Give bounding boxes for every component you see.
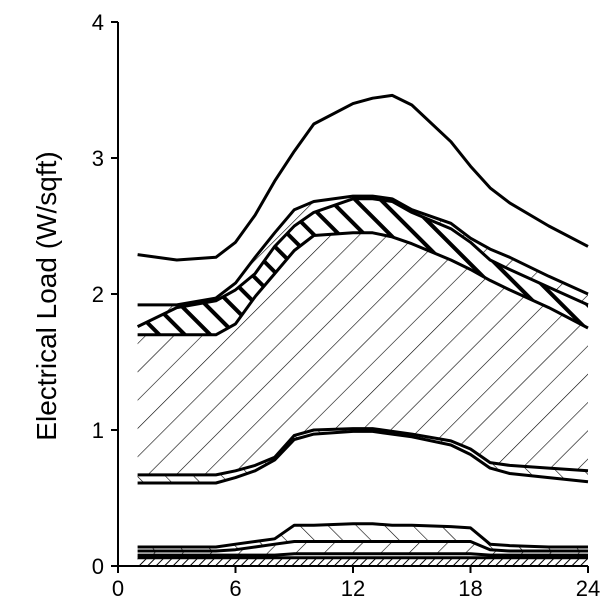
boundary-line-6 bbox=[137, 231, 589, 337]
axes bbox=[111, 21, 589, 573]
x-tick-label-6: 6 bbox=[229, 576, 241, 601]
y-axis-title: Electrical Load (W/sqft) bbox=[31, 151, 62, 440]
boundary-line-4 bbox=[137, 429, 589, 485]
area-band-7 bbox=[137, 198, 588, 335]
area-band-0 bbox=[137, 557, 588, 566]
x-tick-label-0: 0 bbox=[112, 576, 124, 601]
y-tick-label-1: 1 bbox=[92, 418, 104, 443]
boundary-line-1 bbox=[137, 552, 588, 557]
x-tick-label-18: 18 bbox=[458, 576, 482, 601]
area-band-4 bbox=[137, 431, 588, 547]
boundary-line-8 bbox=[137, 194, 589, 307]
boundary-line-5 bbox=[137, 427, 589, 477]
boundary-lines bbox=[136, 93, 589, 560]
y-tick-label-0: 0 bbox=[92, 554, 104, 579]
area-band-8 bbox=[137, 196, 588, 327]
area-band-6 bbox=[137, 232, 588, 475]
y-tick-label-4: 4 bbox=[92, 10, 104, 35]
boundary-line-9 bbox=[137, 93, 589, 262]
area-band-3 bbox=[137, 523, 588, 551]
area-bands bbox=[137, 95, 588, 566]
area-band-9 bbox=[137, 95, 588, 305]
y-tick-label-2: 2 bbox=[92, 282, 104, 307]
y-tick-label-3: 3 bbox=[92, 146, 104, 171]
boundary-line-7 bbox=[136, 197, 589, 328]
x-tick-label-12: 12 bbox=[341, 576, 365, 601]
boundary-line-2 bbox=[137, 540, 588, 553]
x-tick-label-24: 24 bbox=[576, 576, 600, 601]
boundary-line-3 bbox=[137, 522, 588, 549]
area-band-5 bbox=[137, 428, 588, 483]
